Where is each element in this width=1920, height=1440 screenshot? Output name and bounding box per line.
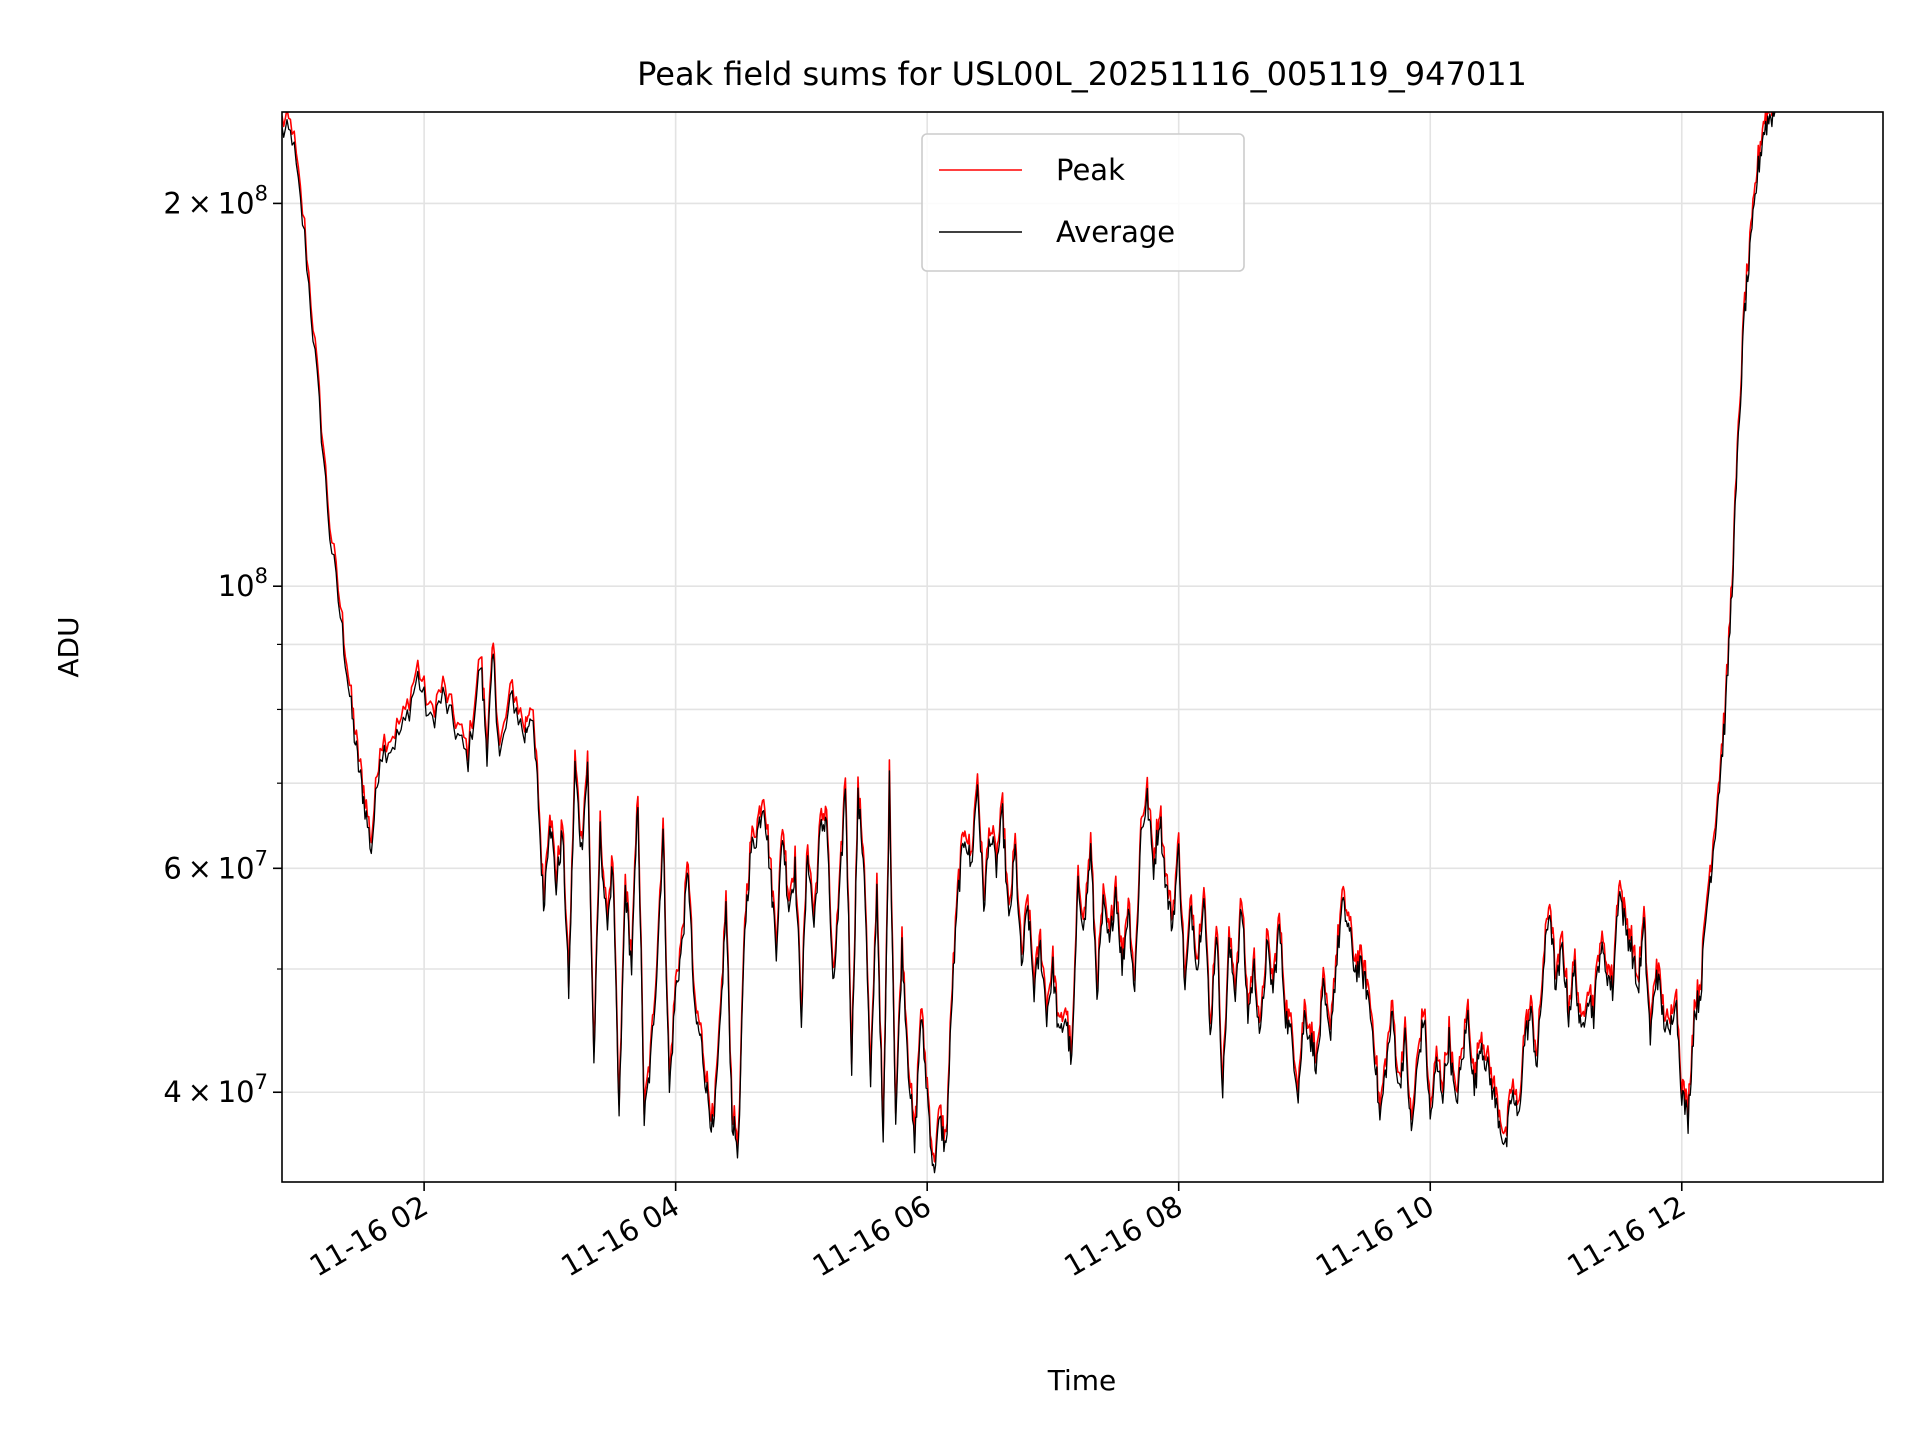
y-tick-label: 6 × 107 [163, 846, 268, 885]
y-tick-label: 4 × 107 [163, 1070, 268, 1109]
legend-box [921, 133, 1245, 272]
legend-peak-label: Peak [1056, 153, 1125, 187]
y-axis-label: ADU [52, 616, 85, 677]
legend-average-label: Average [1056, 215, 1175, 249]
y-axis: 4 × 107 6 × 107 108 2 × 108 [163, 181, 282, 1109]
x-axis-label: Time [1047, 1364, 1117, 1397]
series-average-line [282, 112, 1776, 1174]
y-tick-label: 2 × 108 [163, 181, 268, 220]
y-tick-label: 108 [218, 564, 268, 603]
legend: Peak Average [921, 133, 1245, 272]
plot-frame [281, 111, 1884, 1183]
chart-title: Peak field sums for USL00L_20251116_0051… [637, 55, 1527, 93]
plot-lines [282, 112, 1776, 1174]
